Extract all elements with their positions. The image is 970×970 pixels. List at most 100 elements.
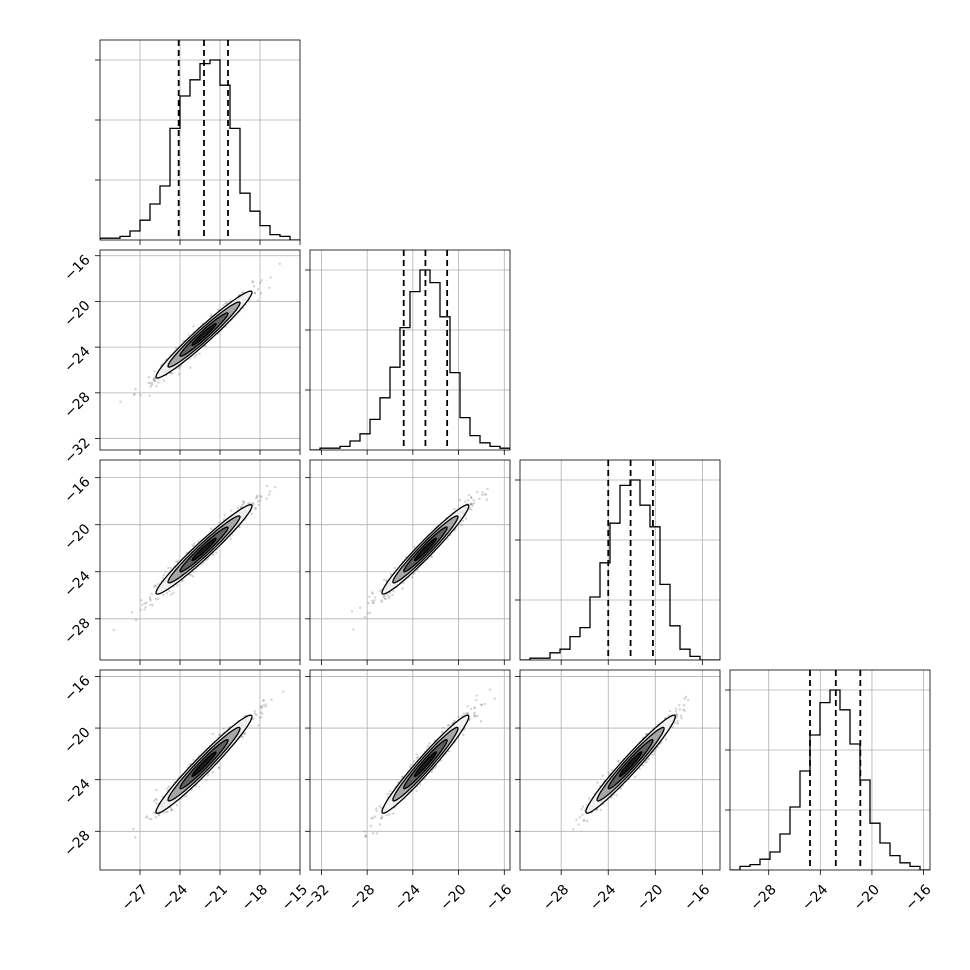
sample-point bbox=[382, 578, 386, 582]
density-contour bbox=[413, 751, 437, 778]
sample-point bbox=[169, 371, 173, 375]
sample-point bbox=[193, 542, 196, 545]
sample-point bbox=[415, 789, 418, 793]
sample-point bbox=[668, 709, 672, 713]
sample-point bbox=[575, 818, 578, 822]
sample-point bbox=[174, 346, 177, 350]
sample-point bbox=[143, 608, 146, 611]
sample-point bbox=[179, 364, 183, 368]
sample-point bbox=[177, 367, 181, 370]
sample-point bbox=[162, 379, 166, 382]
sample-point bbox=[380, 816, 383, 820]
sample-point bbox=[387, 596, 390, 600]
sample-point bbox=[389, 573, 393, 576]
sample-point bbox=[363, 615, 367, 619]
sample-point bbox=[174, 560, 178, 563]
sample-point bbox=[264, 705, 267, 708]
sample-point bbox=[258, 716, 261, 719]
sample-point bbox=[442, 726, 445, 730]
sample-point bbox=[239, 506, 242, 509]
panel-frame bbox=[309, 669, 511, 871]
density-contour bbox=[191, 323, 217, 347]
sample-point bbox=[210, 313, 213, 317]
sample-point bbox=[466, 712, 469, 715]
sample-point bbox=[596, 781, 599, 784]
sample-point bbox=[375, 809, 378, 812]
sample-point bbox=[256, 299, 260, 302]
sample-point bbox=[453, 507, 456, 511]
panel-content bbox=[350, 487, 489, 631]
sample-point bbox=[162, 811, 165, 814]
sample-point bbox=[170, 808, 174, 811]
x-tick-label: −16 bbox=[483, 882, 515, 914]
sample-point bbox=[384, 597, 387, 601]
sample-point bbox=[152, 378, 155, 381]
density-contour bbox=[413, 537, 437, 562]
sample-point bbox=[149, 381, 152, 384]
sample-point bbox=[595, 809, 598, 812]
sample-point bbox=[609, 796, 613, 799]
sample-point bbox=[467, 498, 470, 502]
sample-point bbox=[252, 285, 256, 288]
sample-point bbox=[139, 608, 142, 612]
sample-point bbox=[638, 767, 641, 770]
panel-content bbox=[572, 695, 690, 831]
sample-point bbox=[673, 721, 677, 725]
sample-point bbox=[572, 827, 575, 831]
y-tick-label: −24 bbox=[61, 568, 93, 600]
sample-point bbox=[676, 722, 679, 725]
sample-point bbox=[190, 573, 193, 577]
sample-point bbox=[386, 793, 389, 796]
sample-point bbox=[211, 553, 215, 556]
sample-point bbox=[167, 566, 170, 570]
histogram-panel-1 bbox=[305, 249, 511, 455]
sample-point bbox=[262, 699, 266, 702]
sample-point bbox=[679, 714, 683, 718]
sample-point bbox=[475, 699, 478, 702]
sample-point bbox=[474, 715, 477, 718]
sample-point bbox=[413, 545, 416, 549]
sample-point bbox=[644, 733, 648, 736]
sample-point bbox=[187, 333, 191, 336]
sample-point bbox=[242, 500, 246, 504]
sample-point bbox=[372, 601, 375, 605]
sample-point bbox=[141, 603, 144, 607]
sample-point bbox=[671, 726, 674, 729]
sample-point bbox=[439, 759, 443, 762]
sample-point bbox=[260, 706, 263, 710]
sample-point bbox=[473, 706, 476, 709]
sample-point bbox=[155, 798, 158, 802]
sample-point bbox=[154, 598, 158, 601]
sample-point bbox=[401, 775, 404, 778]
sample-point bbox=[371, 592, 374, 595]
sample-point bbox=[674, 707, 678, 710]
sample-point bbox=[252, 503, 255, 506]
sample-point bbox=[262, 704, 265, 707]
sample-point bbox=[243, 732, 246, 736]
sample-point bbox=[253, 291, 257, 295]
sample-point bbox=[441, 730, 444, 733]
sample-point bbox=[252, 717, 255, 720]
sample-point bbox=[210, 527, 213, 531]
sample-point bbox=[153, 370, 156, 373]
sample-point bbox=[585, 803, 588, 807]
sample-point bbox=[250, 512, 254, 515]
sample-point bbox=[642, 763, 645, 767]
x-tick-label: −20 bbox=[437, 882, 469, 914]
sample-point bbox=[466, 712, 470, 715]
sample-point bbox=[380, 817, 383, 820]
sample-point bbox=[185, 795, 189, 798]
sample-point bbox=[473, 711, 476, 715]
sample-point bbox=[253, 710, 256, 713]
sample-point bbox=[470, 502, 474, 506]
histogram-panel-2 bbox=[515, 459, 721, 665]
sample-point bbox=[150, 592, 154, 596]
sample-point bbox=[145, 816, 148, 820]
y-tick-label: −16 bbox=[61, 252, 93, 284]
sample-point bbox=[682, 708, 685, 711]
sample-point bbox=[152, 811, 156, 815]
sample-point bbox=[446, 724, 450, 727]
sample-point bbox=[145, 815, 149, 818]
sample-point bbox=[416, 755, 420, 759]
sample-point bbox=[265, 497, 268, 500]
